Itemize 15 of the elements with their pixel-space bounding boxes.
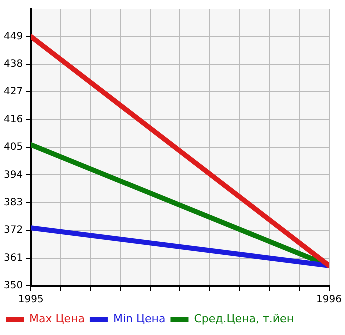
y-tick-label: 372 [4,225,24,236]
y-tick-label: 427 [4,86,24,98]
y-tick-label: 438 [4,58,24,70]
legend-label: Min Цена [113,312,166,326]
legend-label: Сред.Цена, т.йен [194,312,294,326]
x-tick-label: 1996 [316,294,342,306]
y-tick-label: 394 [4,170,24,181]
y-tick-label: 416 [4,114,24,126]
y-tick-label: 405 [4,142,24,154]
y-tick-label: 449 [4,31,24,42]
y-tick-label: 361 [4,252,24,264]
y-tick-label: 350 [4,280,24,292]
y-tick-label: 383 [4,197,24,208]
x-tick-label: 1995 [18,294,44,306]
legend-label: Max Цена [30,312,85,326]
